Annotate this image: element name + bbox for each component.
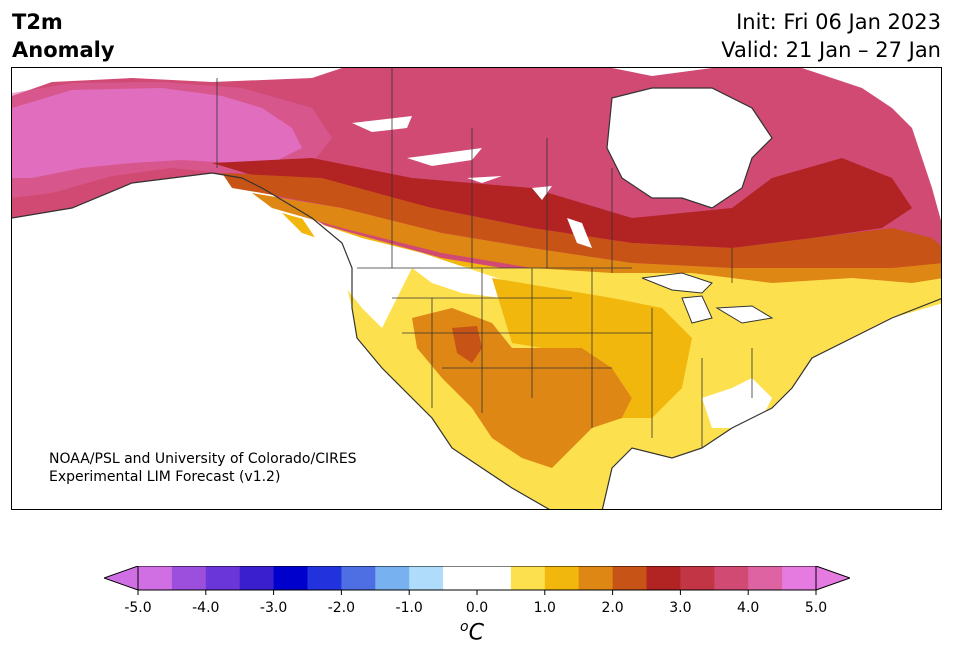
northern-lakes	[352, 116, 592, 248]
colorbar-cell	[646, 566, 681, 590]
colorbar-cell	[578, 566, 614, 590]
zero-anomaly-northwest	[302, 218, 512, 328]
colorbar-cells	[138, 566, 817, 590]
colorbar-cell	[782, 566, 817, 590]
colorbar-ticks	[137, 590, 817, 595]
colorbar-under-arrow	[104, 566, 139, 591]
valid-date-range: Valid: 21 Jan – 27 Jan	[721, 38, 941, 62]
coastlines	[12, 87, 941, 509]
colorbar-cell	[205, 566, 241, 590]
colorbar-cell	[409, 566, 444, 590]
colorbar-cell	[341, 566, 376, 590]
political-boundaries	[216, 68, 753, 448]
credit-line-1: NOAA/PSL and University of Colorado/CIRE…	[49, 451, 357, 467]
colorbar-cell	[307, 566, 342, 590]
colorbar-tick-label: -2.0	[327, 600, 356, 616]
colorbar-tick-label: 1.0	[533, 600, 556, 616]
title-line-1: T2m	[12, 10, 63, 34]
map-title: T2m Anomaly	[12, 8, 115, 64]
title-line-2: Anomaly	[12, 38, 115, 62]
colorbar-cell	[138, 566, 173, 590]
anomaly-2-5-colorado	[452, 326, 482, 363]
colorbar-cell	[239, 566, 275, 590]
colorbar-cell	[375, 566, 410, 590]
anomaly-2-band	[252, 193, 941, 288]
colorbar-tick-label: 3.0	[669, 600, 692, 616]
colorbar-cell	[714, 566, 749, 590]
colorbar-cell	[273, 566, 308, 590]
forecast-dates: Init: Fri 06 Jan 2023 Valid: 21 Jan – 27…	[721, 8, 941, 64]
colorbar-cell	[443, 566, 478, 590]
unit-letter: C	[468, 620, 484, 646]
anomaly-3-band	[212, 158, 912, 248]
great-lakes	[641, 272, 774, 324]
colorbar-unit: oC	[460, 619, 484, 645]
colorbar-tick-label: -1.0	[395, 600, 423, 616]
map-canvas	[12, 68, 941, 509]
colorbar-tick-label: 5.0	[804, 600, 828, 616]
init-date: Init: Fri 06 Jan 2023	[736, 10, 941, 34]
colorbar-tick-label: 0.0	[465, 600, 489, 616]
colorbar-cell	[171, 566, 207, 590]
colorbar-over-arrow	[815, 566, 850, 591]
colorbar-cell	[680, 566, 715, 590]
unit-superscript: o	[460, 619, 469, 635]
colorbar-tick-label: 4.0	[737, 600, 760, 616]
credit-line-2: Experimental LIM Forecast (v1.2)	[49, 469, 281, 485]
colorbar-cell	[748, 566, 783, 590]
colorbar-tick-label: 2.0	[601, 600, 624, 616]
colorbar-cell	[477, 566, 512, 590]
colorbar-cell	[612, 566, 647, 590]
hudson-bay	[607, 88, 772, 208]
anomaly-2-5-band	[222, 173, 941, 268]
colorbar-tick-label: -3.0	[259, 600, 288, 616]
colorbar-cell	[544, 566, 580, 590]
data-credit: NOAA/PSL and University of Colorado/CIRE…	[49, 450, 357, 486]
anomaly-map	[11, 67, 942, 510]
colorbar-tick-label: -5.0	[124, 600, 152, 616]
colorbar-tick-label: -4.0	[192, 600, 220, 616]
colorbar	[104, 566, 850, 595]
colorbar-cell	[510, 566, 546, 590]
zero-anomaly-southeast	[702, 378, 772, 428]
